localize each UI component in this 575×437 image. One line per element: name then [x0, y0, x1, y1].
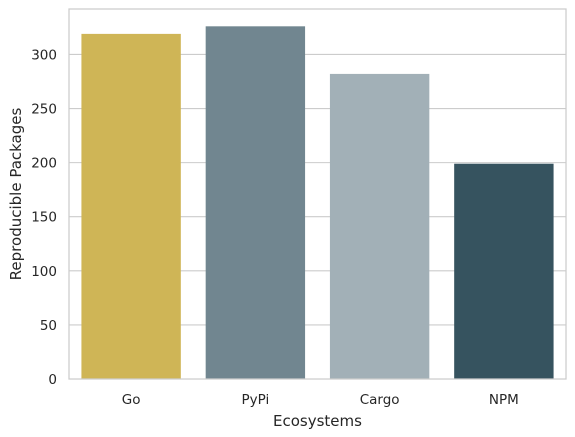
y-tick-label: 100 [31, 264, 57, 280]
y-tick-label: 150 [31, 210, 57, 226]
x-tick-label-pypi: PyPi [242, 392, 270, 408]
x-tick-label-npm: NPM [489, 392, 519, 408]
bar-cargo [329, 73, 430, 379]
x-tick-label-go: Go [122, 392, 141, 408]
bar-go [81, 33, 181, 379]
x-axis-label: Ecosystems [273, 412, 362, 430]
y-tick-label: 300 [31, 47, 57, 63]
plot-frame [68, 8, 567, 380]
y-tick-label: 250 [31, 102, 57, 118]
y-tick-label: 0 [48, 372, 57, 388]
bar-pypi [205, 26, 306, 380]
y-tick-labels: 0 50 100 150 200 250 300 [31, 47, 57, 388]
bar-npm [454, 163, 554, 379]
y-axis-label: Reproducible Packages [7, 108, 25, 281]
y-tick-label: 200 [31, 156, 57, 172]
bars [81, 26, 554, 380]
x-tick-labels: Go PyPi Cargo NPM [122, 392, 519, 408]
y-tick-label: 50 [40, 318, 57, 334]
x-tick-label-cargo: Cargo [360, 392, 400, 408]
